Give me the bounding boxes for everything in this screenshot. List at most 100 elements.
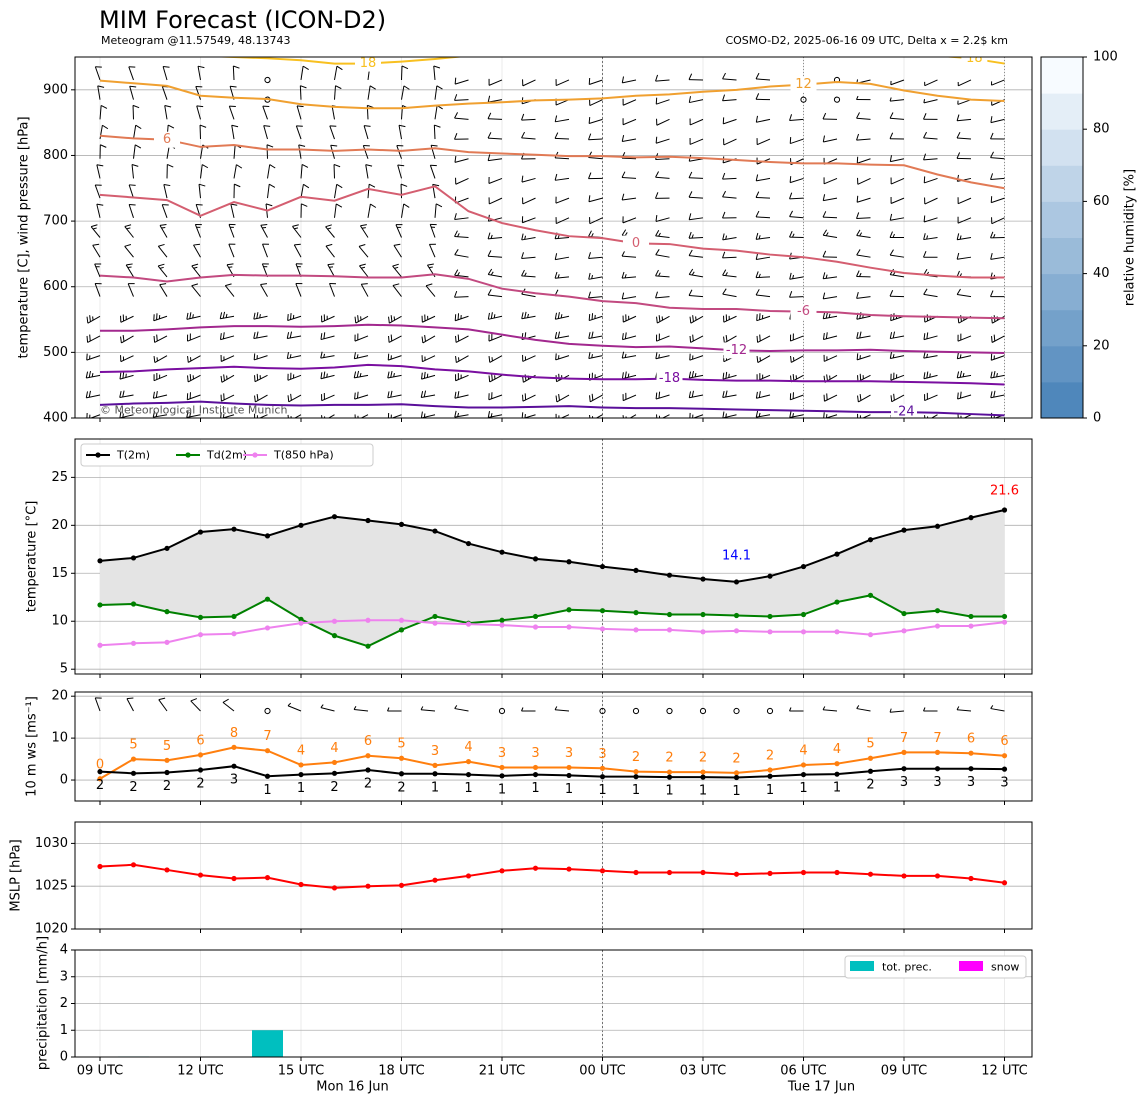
gust-point — [800, 762, 807, 768]
x-tick-label: 12 UTC — [981, 1064, 1027, 1079]
series-point — [231, 631, 237, 637]
wind-barb — [622, 414, 637, 418]
wind-barb — [655, 229, 670, 238]
isotherm-line — [99, 185, 1005, 279]
wind-barb — [822, 211, 838, 219]
x-tick-label: 06 UTC — [780, 1064, 826, 1079]
y-tick-label: 10 — [51, 614, 68, 629]
wind-barb — [124, 244, 134, 258]
wind-barb — [688, 96, 704, 104]
wind-barb — [421, 314, 436, 323]
wind-barb — [187, 374, 201, 383]
wind-barb — [957, 79, 972, 87]
mean-wind-value-label: 3 — [933, 775, 941, 790]
series-point — [365, 517, 371, 524]
wind-barb — [199, 124, 207, 140]
wind-barb — [521, 412, 536, 418]
series-point — [432, 528, 438, 534]
mean-wind-point — [532, 771, 539, 778]
wind-barb — [129, 85, 137, 100]
wind-barb — [889, 132, 905, 140]
mslp-point — [867, 871, 874, 877]
mean-wind-value-label: 1 — [498, 782, 506, 797]
wind-barb — [789, 272, 804, 280]
series-point — [599, 563, 606, 570]
wind-barb — [923, 332, 938, 341]
gust-value-label: 7 — [900, 731, 908, 746]
wind-barb — [287, 313, 302, 322]
mslp-point — [97, 863, 103, 870]
min-temp-label: 14.1 — [722, 548, 751, 563]
mean-wind-point — [599, 774, 606, 780]
wind-barb — [990, 116, 1005, 124]
wind-barb — [487, 132, 503, 140]
wind-barb — [554, 312, 570, 320]
wind-barb — [186, 411, 201, 418]
legend-swatch — [959, 961, 983, 971]
mslp-point — [331, 885, 338, 891]
wind-barb — [454, 155, 469, 163]
wind-barb — [487, 154, 503, 162]
gust-point — [1001, 753, 1008, 759]
surface-wind-barb — [889, 708, 905, 713]
wind-barb — [621, 332, 637, 341]
wind-barb — [957, 216, 972, 224]
wind-barb — [94, 66, 102, 81]
wind-barb — [856, 212, 871, 220]
wind-barb — [228, 243, 236, 258]
wind-barb — [856, 156, 871, 164]
mean-wind-point — [968, 766, 974, 772]
series-point — [834, 599, 840, 605]
wind-barb — [191, 263, 201, 278]
wind-barb — [889, 331, 905, 340]
wind-barb — [890, 79, 905, 86]
isotherm-line — [99, 363, 1005, 386]
mean-wind-point — [633, 774, 639, 780]
wind-barb — [300, 164, 309, 179]
colorbar-segment — [1041, 309, 1083, 347]
colorbar-segment — [1041, 381, 1083, 419]
wind-barb — [233, 144, 242, 159]
wind-barb — [589, 217, 603, 225]
mean-wind-value-label: 2 — [129, 780, 137, 795]
wind-barb — [260, 224, 268, 238]
wind-barb — [454, 94, 469, 101]
surface-wind-barb — [554, 706, 570, 712]
y-tick-label: 10 — [51, 731, 68, 746]
wind-barb — [454, 112, 469, 120]
series-point — [666, 627, 673, 633]
gust-point — [97, 776, 103, 782]
mslp-point — [197, 872, 204, 878]
wind-barb — [688, 268, 704, 278]
gust-value-label: 4 — [464, 740, 472, 755]
wind-barb — [554, 132, 570, 140]
wind-barb — [260, 283, 268, 297]
series-point — [1001, 613, 1008, 620]
wind-barb — [823, 393, 838, 402]
mean-wind-point — [700, 774, 706, 780]
wind-barb — [287, 414, 302, 418]
wind-barb — [220, 354, 235, 362]
mean-wind-value-label: 2 — [397, 780, 405, 795]
mslp-point — [901, 873, 907, 879]
wind-barb — [688, 370, 704, 379]
wind-barb — [923, 351, 938, 359]
gust-point — [700, 769, 706, 775]
wind-barb — [522, 354, 536, 362]
wind-barb — [455, 373, 469, 382]
wind-barb — [334, 85, 342, 100]
isotherm-label: -6 — [797, 304, 810, 319]
wind-barb — [296, 105, 304, 120]
wind-barb — [856, 270, 871, 278]
wind-barb — [688, 231, 704, 239]
wind-barb — [421, 371, 436, 380]
wind-barb — [120, 334, 134, 344]
wind-barb — [655, 74, 670, 82]
wind-barb — [923, 215, 938, 223]
day-label: Tue 17 Jun — [787, 1080, 855, 1095]
wind-barb — [956, 233, 972, 241]
wind-barb — [722, 269, 737, 278]
y-tick-label: 25 — [51, 470, 68, 485]
mean-wind-point — [97, 769, 103, 775]
surface-wind-barb — [521, 707, 536, 712]
